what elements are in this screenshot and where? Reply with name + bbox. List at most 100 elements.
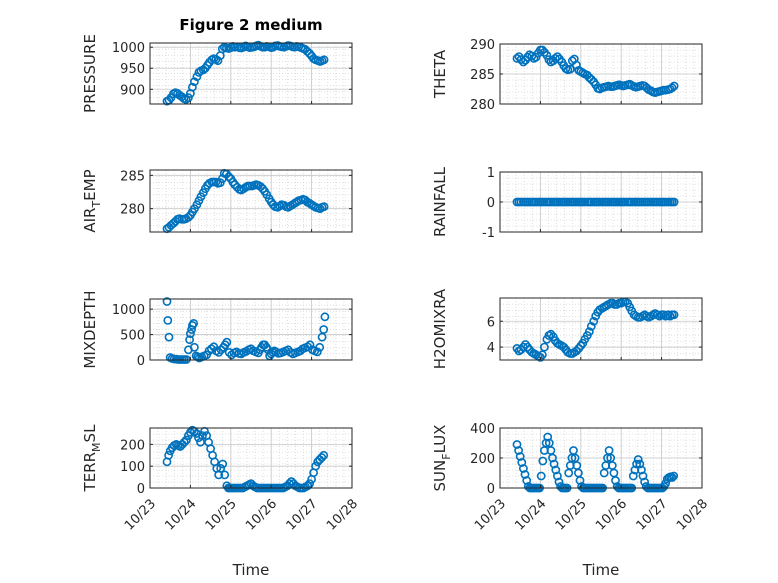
data-point xyxy=(320,312,330,322)
y-tick-label: 0 xyxy=(487,482,495,497)
axes-box xyxy=(149,427,353,489)
subplot-h2omixra: 4 6 H2OMIXRA xyxy=(431,288,703,369)
data-point xyxy=(317,453,327,462)
data-point xyxy=(538,45,547,55)
data-point xyxy=(542,51,552,60)
x-tick-label: 10/28 xyxy=(324,496,361,533)
data-point xyxy=(572,346,581,356)
y-tick-label: 500 xyxy=(120,329,145,344)
x-tick-label: 10/27 xyxy=(634,496,671,533)
data-point xyxy=(551,465,561,475)
data-point xyxy=(667,473,677,482)
y-tick-label: 950 xyxy=(120,62,145,77)
figure-title: Figure 2 medium xyxy=(179,16,322,34)
data-point xyxy=(216,463,226,473)
data-point xyxy=(214,347,224,357)
data-point xyxy=(517,458,527,467)
data-point xyxy=(536,471,546,481)
y-axis-label: TERRMSL xyxy=(81,424,103,493)
y-axis-label: H2OMIXRA xyxy=(431,288,449,369)
y-tick-label: 1 xyxy=(487,166,495,181)
data-point xyxy=(589,316,599,326)
x-axis-label: Time xyxy=(232,561,270,579)
x-axis-label: Time xyxy=(582,561,620,579)
subplot-terr-msl: 0 100 200 TERRMSL 10/23 10/24 10/25 10/26 10/27 1… xyxy=(81,424,361,579)
data-point xyxy=(628,471,638,481)
x-tick-label: 10/25 xyxy=(203,496,240,533)
data-point xyxy=(163,315,173,325)
data-point xyxy=(185,329,195,338)
data-point xyxy=(206,344,216,354)
y-tick-label: 400 xyxy=(470,422,495,437)
y-tick-label: 100 xyxy=(120,460,145,475)
data-point xyxy=(198,431,207,440)
data-point xyxy=(302,47,312,56)
y-tick-label: 285 xyxy=(470,68,495,83)
data-point xyxy=(189,342,199,352)
axes-box xyxy=(499,297,703,361)
data-point xyxy=(192,72,202,82)
data-point xyxy=(538,456,548,466)
y-tick-label: 0 xyxy=(487,196,495,211)
x-tick-label: 10/28 xyxy=(674,496,711,533)
data-point xyxy=(185,427,195,437)
data-point xyxy=(181,435,191,445)
data-point xyxy=(305,479,314,488)
y-tick-label: 900 xyxy=(120,83,145,98)
x-tick-label: 10/25 xyxy=(553,496,590,533)
data-point xyxy=(164,450,173,460)
data-point xyxy=(512,440,522,449)
x-tick-label: 10/26 xyxy=(593,496,630,533)
data-point xyxy=(213,56,223,66)
data-point xyxy=(633,455,643,464)
data-point xyxy=(319,450,329,460)
data-point xyxy=(164,332,174,342)
data-point xyxy=(187,82,197,92)
subplot-rainfall: -1 0 1 RAINFALL xyxy=(431,166,703,241)
data-point xyxy=(637,465,646,475)
data-point xyxy=(189,77,199,87)
y-axis-label: AIRTEMP xyxy=(81,169,103,232)
data-point xyxy=(319,325,329,334)
data-point xyxy=(586,321,596,331)
subplot-sun-flux: 0 200 400 SUNFLUX 10/23 10/24 10/25 10/26 10/27 1… xyxy=(431,422,711,579)
y-tick-label: 0 xyxy=(137,482,145,497)
data-point xyxy=(222,337,232,347)
data-point xyxy=(220,470,230,480)
data-point xyxy=(635,459,645,469)
data-point xyxy=(546,329,556,339)
y-axis-label: PRESSURE xyxy=(81,34,99,113)
data-point xyxy=(185,335,194,345)
y-tick-label: -1 xyxy=(482,226,495,241)
data-point xyxy=(584,327,594,336)
subplot-mixdepth: 0 500 1000 MIXDEPTH xyxy=(81,290,353,369)
data-point xyxy=(311,461,320,471)
data-point xyxy=(543,432,553,442)
data-point xyxy=(305,340,315,350)
data-point xyxy=(553,471,562,481)
y-tick-label: 1000 xyxy=(112,41,145,56)
y-tick-label: 6 xyxy=(487,315,495,330)
data-point xyxy=(667,83,677,93)
y-tick-label: 290 xyxy=(470,38,495,53)
data-point xyxy=(550,54,560,63)
data-point xyxy=(541,438,551,448)
data-point xyxy=(586,75,596,84)
x-tick-label: 10/24 xyxy=(162,496,199,533)
y-axis-label: SUNFLUX xyxy=(431,425,453,492)
data-point xyxy=(669,471,679,481)
data-point xyxy=(230,180,240,190)
subplot-pressure: 900 950 1000 PRESSURE xyxy=(81,34,353,113)
y-tick-label: 200 xyxy=(120,438,145,453)
x-tick-label: 10/23 xyxy=(472,496,509,533)
y-tick-label: 0 xyxy=(137,354,145,369)
data-point xyxy=(540,342,549,352)
data-point xyxy=(268,347,278,357)
data-point xyxy=(194,68,204,77)
data-point xyxy=(669,197,679,207)
data-point xyxy=(189,318,198,328)
axes-box xyxy=(149,298,353,361)
data-point xyxy=(520,470,530,479)
data-point xyxy=(638,471,648,481)
